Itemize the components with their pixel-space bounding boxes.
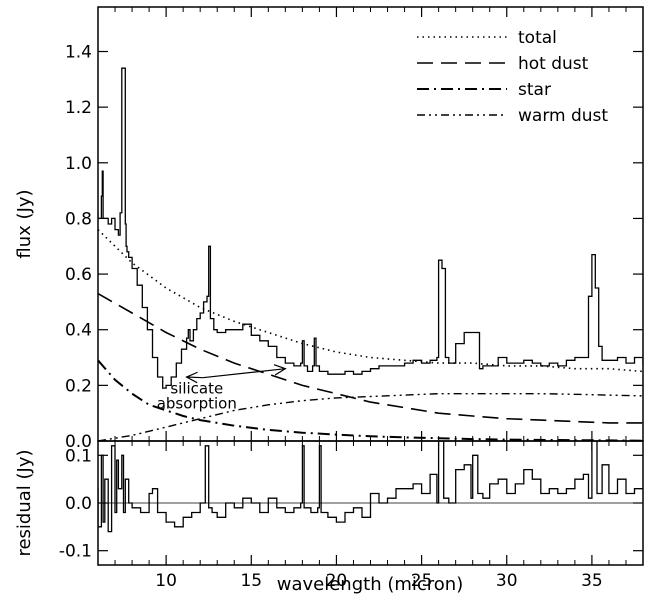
annotation-arrow [185,371,203,384]
annotation-arrow [202,364,287,379]
annotation-text: silicate [170,380,223,398]
y-tick-label: 0.0 [65,432,92,452]
annotation-text: absorption [157,395,237,413]
x-tick-label: 30 [496,571,518,591]
residual-panel: 10 15 20 25 30 35 -0.1 0.0 0.1 residual (Jy) wav… [14,440,644,595]
flux-panel-marks: 0.0 0.2 0.4 0.6 0.8 1.0 1.2 1.4 total hot dust sta… [65,7,643,452]
legend-label-total: total [518,28,557,48]
flux-panel: 0.0 0.2 0.4 0.6 0.8 1.0 1.2 1.4 total hot dust sta… [14,6,644,452]
series-spectrum [98,67,643,389]
y-tick-label: 1.4 [65,43,92,63]
series-total [98,229,643,373]
legend-label-star: star [518,80,551,100]
series-warm-dust [98,393,643,441]
series-hot-dust [98,292,643,424]
wavelength-axis-label: wavelength (micron) [277,574,463,595]
x-tick-label: 15 [240,571,262,591]
y-tick-label: 0.4 [65,321,92,341]
residual-panel-marks: 10 15 20 25 30 35 -0.1 0.0 0.1 [59,441,643,591]
y-tick-label: 0.6 [65,265,92,285]
y-tick-label: 0.2 [65,376,92,396]
y-tick-label: 0.1 [65,446,92,466]
x-tick-label: 35 [581,571,603,591]
legend-label-warm-dust: warm dust [518,106,608,126]
legend-label-hot-dust: hot dust [518,54,589,74]
y-tick-label: -0.1 [59,542,92,562]
y-tick-label: 1.2 [65,98,92,118]
series-residual [98,441,643,533]
y-tick-label: 0.8 [65,209,92,229]
series-star [98,359,643,441]
flux-axis-label: flux (Jy) [14,189,35,258]
x-tick-label: 25 [411,571,433,591]
x-tick-label: 10 [155,571,177,591]
y-tick-label: 0.0 [65,494,92,514]
y-tick-label: 1.0 [65,154,92,174]
x-tick-label: 20 [326,571,348,591]
residual-axis-label: residual (Jy) [14,449,35,556]
